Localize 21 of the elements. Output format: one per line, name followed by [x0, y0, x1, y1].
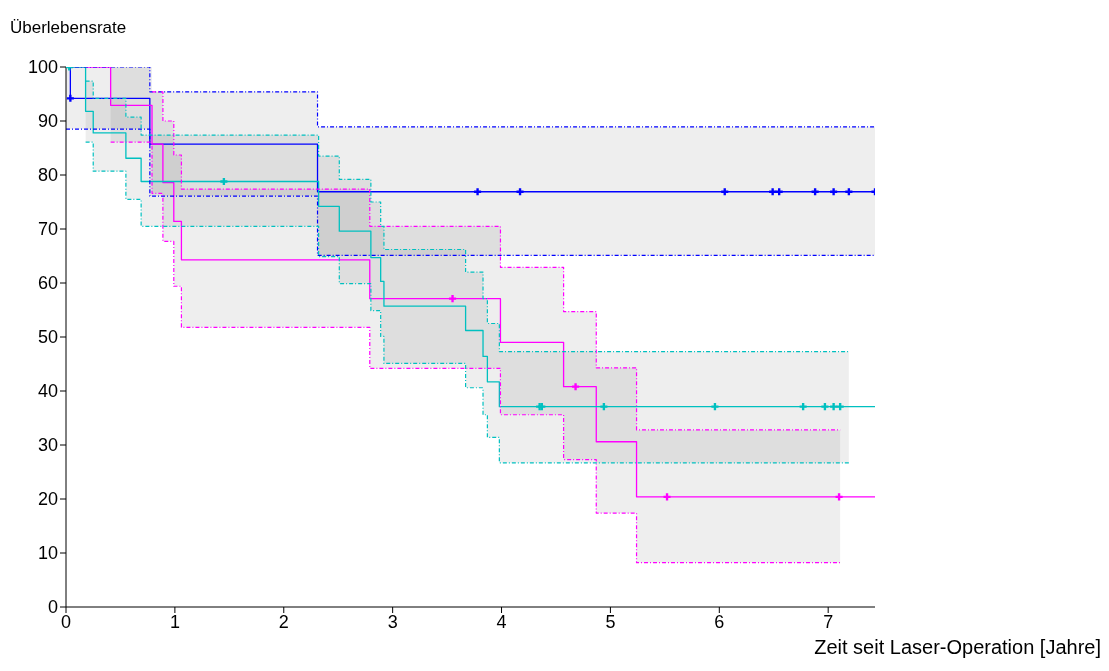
x-axis-title: Zeit seit Laser-Operation [Jahre]	[814, 636, 1101, 659]
y-tick-label: 20	[37, 489, 58, 510]
y-tick-label: 100	[27, 57, 58, 78]
y-tick-label: 90	[37, 111, 58, 132]
x-tick-label: 1	[169, 611, 180, 632]
x-tick-label: 7	[823, 611, 834, 632]
y-tick-label: 10	[37, 543, 58, 564]
x-tick-label: 0	[60, 611, 72, 632]
y-tick-label: 60	[37, 273, 58, 294]
x-tick-label: 6	[714, 611, 725, 632]
y-tick-label: 30	[37, 435, 58, 456]
x-tick-label: 4	[496, 611, 507, 632]
y-axis-title: Überlebensrate	[10, 18, 127, 38]
y-tick-label: 40	[37, 381, 58, 402]
y-tick-label: 80	[37, 165, 58, 186]
x-tick-label: 3	[387, 611, 398, 632]
y-tick-label: 70	[37, 219, 58, 240]
x-tick-label: 2	[278, 611, 289, 632]
x-tick-label: 5	[605, 611, 616, 632]
y-tick-label: 0	[47, 597, 58, 618]
y-tick-label: 50	[37, 327, 58, 348]
